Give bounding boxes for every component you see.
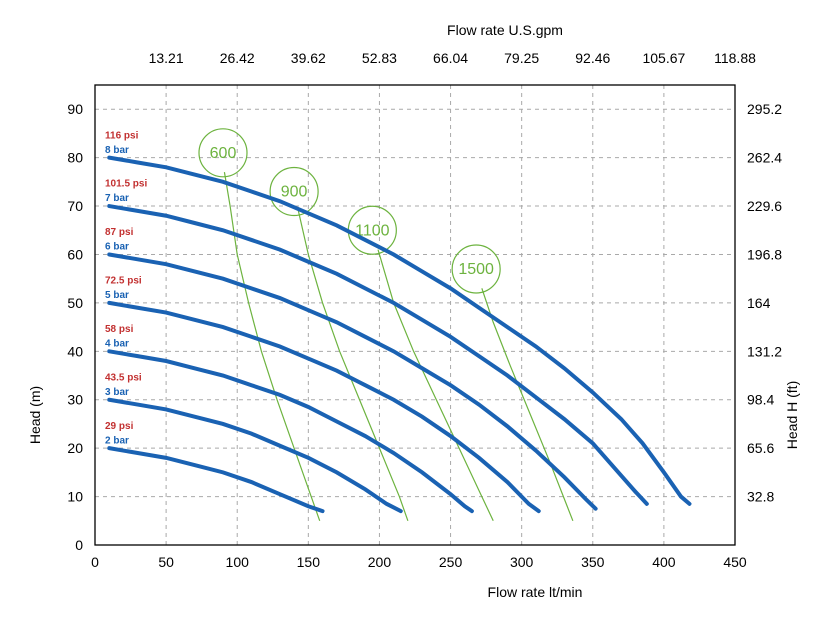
y-right-tick: 196.8 xyxy=(747,246,782,262)
x-bottom-tick: 300 xyxy=(510,554,534,570)
y-left-tick: 30 xyxy=(67,392,83,408)
x-top-tick: 105.67 xyxy=(642,50,685,66)
y-right-tick: 295.2 xyxy=(747,101,782,117)
y-right-tick: 131.2 xyxy=(747,343,782,359)
curve-label-psi: 116 psi xyxy=(105,130,139,141)
y-left-tick: 70 xyxy=(67,198,83,214)
curve-label-psi: 29 psi xyxy=(105,421,134,432)
curve-label-bar: 8 bar xyxy=(105,145,129,156)
y-left-tick: 80 xyxy=(67,150,83,166)
x-bottom-tick: 0 xyxy=(91,554,99,570)
curve-label-bar: 7 bar xyxy=(105,193,129,204)
y-right-label: Head H (ft) xyxy=(784,381,800,449)
curve-label-bar: 2 bar xyxy=(105,435,129,446)
x-top-tick: 66.04 xyxy=(433,50,468,66)
x-top-tick: 79.25 xyxy=(504,50,539,66)
curve-label-psi: 58 psi xyxy=(105,324,134,335)
x-bottom-tick: 100 xyxy=(226,554,250,570)
x-top-tick: 52.83 xyxy=(362,50,397,66)
x-top-tick: 118.88 xyxy=(714,50,756,66)
curve-label-psi: 87 psi xyxy=(105,227,134,238)
y-left-tick: 10 xyxy=(67,489,83,505)
curve-label-bar: 4 bar xyxy=(105,338,129,349)
x-bottom-tick: 50 xyxy=(158,554,174,570)
x-top-tick: 92.46 xyxy=(575,50,610,66)
x-bottom-tick: 250 xyxy=(439,554,463,570)
y-right-tick: 98.4 xyxy=(747,392,774,408)
curve-label-psi: 43.5 psi xyxy=(105,372,142,383)
x-bottom-tick: 450 xyxy=(723,554,747,570)
curve-label-bar: 3 bar xyxy=(105,387,129,398)
rpm-label: 600 xyxy=(210,145,237,162)
x-top-tick: 13.21 xyxy=(149,50,184,66)
rpm-label: 1500 xyxy=(458,261,494,278)
x-bottom-label: Flow rate lt/min xyxy=(488,584,583,600)
x-bottom-tick: 350 xyxy=(581,554,605,570)
curve-label-psi: 72.5 psi xyxy=(105,276,142,287)
y-left-tick: 0 xyxy=(75,537,83,553)
x-top-label: Flow rate U.S.gpm xyxy=(447,22,563,38)
y-right-tick: 32.8 xyxy=(747,489,774,505)
y-left-label: Head (m) xyxy=(27,386,43,444)
y-right-tick: 65.6 xyxy=(747,440,774,456)
y-right-tick: 164 xyxy=(747,295,771,311)
pump-performance-chart: 6009001100150029 psi2 bar43.5 psi3 bar58… xyxy=(0,0,813,629)
curve-label-bar: 5 bar xyxy=(105,290,129,301)
curve-label-bar: 6 bar xyxy=(105,242,129,253)
y-left-tick: 40 xyxy=(67,343,83,359)
y-right-tick: 262.4 xyxy=(747,150,782,166)
curve-label-psi: 101.5 psi xyxy=(105,179,147,190)
y-left-tick: 90 xyxy=(67,101,83,117)
x-bottom-tick: 150 xyxy=(297,554,321,570)
y-right-tick: 229.6 xyxy=(747,198,782,214)
y-left-tick: 60 xyxy=(67,246,83,262)
rpm-label: 900 xyxy=(281,184,308,201)
x-top-tick: 26.42 xyxy=(220,50,255,66)
x-bottom-tick: 400 xyxy=(652,554,676,570)
chart-svg: 6009001100150029 psi2 bar43.5 psi3 bar58… xyxy=(0,0,813,629)
x-bottom-tick: 200 xyxy=(368,554,392,570)
y-left-tick: 50 xyxy=(67,295,83,311)
x-top-tick: 39.62 xyxy=(291,50,326,66)
y-left-tick: 20 xyxy=(67,440,83,456)
